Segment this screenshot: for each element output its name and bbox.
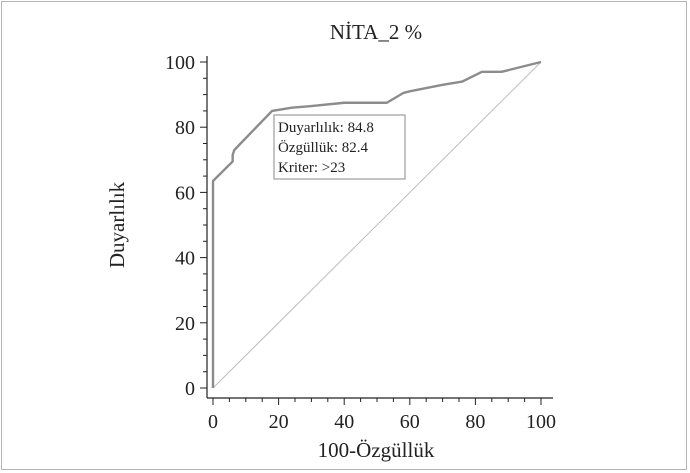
x-tick-label: 60 xyxy=(400,411,420,433)
reference-diagonal-line xyxy=(212,61,542,389)
annotation-box xyxy=(273,114,406,180)
axes: 0 20 40 60 80 100 0 20 40 60 80 100 xyxy=(165,52,556,433)
annotation-line-criterion: Kriter: >23 xyxy=(278,160,345,176)
y-tick-label: 80 xyxy=(175,117,195,139)
y-tick-label: 20 xyxy=(175,313,195,335)
chart-title: NİTA_2 % xyxy=(330,20,422,44)
x-tick-label: 0 xyxy=(208,411,218,433)
x-axis-ticks: 0 20 40 60 80 100 xyxy=(208,398,556,433)
y-axis-ticks: 0 20 40 60 80 100 xyxy=(165,52,207,400)
x-tick-label: 40 xyxy=(334,411,354,433)
criterion-annotation: Duyarlılık: 84.8 Özgüllük: 82.4 Kriter: … xyxy=(273,114,406,180)
y-tick-label: 40 xyxy=(175,248,195,270)
annotation-line-sensitivity: Duyarlılık: 84.8 xyxy=(278,120,374,136)
annotation-line-specificity: Özgüllük: 82.4 xyxy=(278,139,368,156)
roc-curve-line xyxy=(211,60,542,388)
x-tick-label: 20 xyxy=(269,411,289,433)
x-tick-label: 100 xyxy=(526,411,556,433)
series-layer xyxy=(211,60,542,389)
y-tick-label: 0 xyxy=(185,378,195,400)
x-tick-label: 80 xyxy=(465,411,485,433)
y-tick-label: 60 xyxy=(175,182,195,204)
x-axis-label: 100-Özgüllük xyxy=(318,438,435,462)
y-tick-label: 100 xyxy=(165,52,195,74)
y-axis-label: Duyarlılık xyxy=(105,181,129,268)
